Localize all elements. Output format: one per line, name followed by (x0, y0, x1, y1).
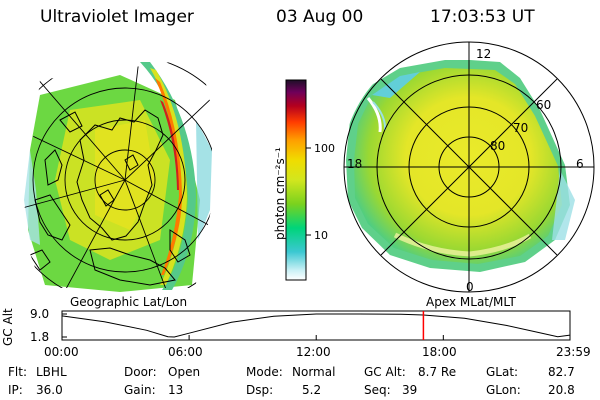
gcalt-label: GC Alt: (364, 365, 406, 379)
door-value: Open (168, 365, 201, 379)
coastlines (29, 109, 191, 286)
alt-xtick-0600: 06:00 (168, 345, 203, 359)
seq-label: Seq: (364, 383, 391, 397)
alt-ytick-9: 9.0 (30, 307, 50, 321)
dsp-value: 5.2 (302, 383, 322, 397)
gain-label: Gain: (124, 383, 156, 397)
colorbar-label-10: 10 (314, 229, 328, 242)
gain-value: 13 (168, 383, 184, 397)
lat-label-60: 60 (536, 98, 552, 112)
mag-panel-label: Apex MLat/MLT (426, 295, 516, 309)
lat-label-80: 80 (490, 139, 506, 153)
geographic-image (24, 62, 212, 292)
glon-value: 20.8 (548, 383, 575, 397)
alt-xtick-0000: 00:00 (44, 345, 79, 359)
dsp-label: Dsp: (246, 383, 274, 397)
glon-label: GLon: (486, 383, 521, 397)
instrument-title: Ultraviolet Imager (40, 7, 194, 27)
mode-value: Normal (292, 365, 336, 379)
ip-value: 36.0 (36, 383, 63, 397)
colorbar-unit-label: photon cm⁻²s⁻¹ (273, 147, 287, 240)
glat-value: 82.7 (548, 365, 575, 379)
colorbar-label-100: 100 (314, 142, 335, 155)
alt-ylabel: GC Alt (1, 308, 15, 346)
flt-label: Flt: (8, 365, 27, 379)
alt-ytick-1.8: 1.8 (30, 330, 50, 344)
time-label: 17:03:53 UT (430, 7, 535, 27)
colorbar (285, 79, 311, 281)
lat-label-70: 70 (513, 121, 529, 135)
date-label: 03 Aug 00 (276, 7, 364, 27)
mode-label: Mode: (246, 365, 283, 379)
seq-value: 39 (402, 383, 418, 397)
mlt-label-6: 6 (576, 157, 584, 171)
magnetic-grid (343, 41, 595, 293)
mlt-label-18: 18 (347, 157, 363, 171)
alt-xtick-1800: 18:00 (422, 345, 457, 359)
alt-xtick-1200: 12:00 (296, 345, 331, 359)
altitude-curve (61, 313, 571, 338)
mlt-label-12: 12 (476, 47, 492, 61)
geo-panel-label: Geographic Lat/Lon (70, 295, 188, 309)
ip-label: IP: (8, 383, 23, 397)
magnetic-image (343, 41, 595, 293)
altitude-plot (61, 310, 571, 341)
gcalt-value: 8.7 Re (418, 365, 457, 379)
door-label: Door: (124, 365, 157, 379)
glat-label: GLat: (486, 365, 519, 379)
mlt-label-0: 0 (466, 280, 474, 294)
flt-value: LBHL (36, 365, 67, 379)
alt-xtick-2359: 23:59 (556, 345, 591, 359)
